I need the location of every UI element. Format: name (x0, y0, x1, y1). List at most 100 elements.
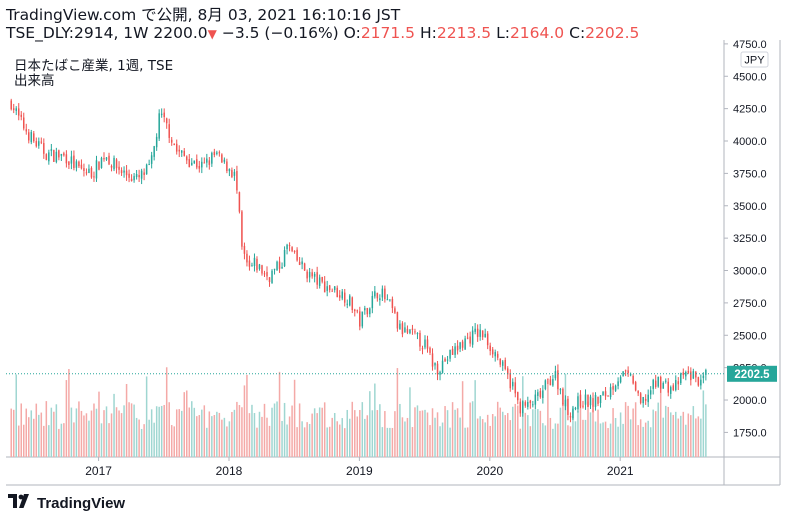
candle-body (416, 332, 419, 335)
volume-bar (659, 386, 662, 457)
candle-body (321, 276, 323, 282)
candle-body (213, 151, 216, 156)
candle-body (65, 154, 68, 164)
candle-body (441, 360, 444, 373)
volume-bar (276, 401, 278, 457)
candle-body (524, 402, 527, 406)
volume-bar (687, 413, 690, 457)
candle-body (73, 155, 75, 169)
candle-body (532, 404, 534, 406)
candle-body (446, 359, 449, 361)
volume-bar (577, 411, 579, 457)
open-value: 2171.5 (360, 24, 416, 42)
x-tick-label: 2021 (607, 464, 634, 478)
candle-body (607, 395, 609, 397)
candle-body (461, 341, 464, 348)
volume-bar (624, 402, 627, 457)
volume-bar (55, 404, 58, 457)
volume-bar (133, 404, 135, 457)
volume-bar (286, 424, 288, 457)
candle-body (649, 390, 652, 395)
volume-indicator-label[interactable]: 出来高 (14, 73, 55, 90)
volume-bar (33, 418, 35, 457)
candle-body (85, 172, 88, 174)
candle-body (371, 295, 374, 309)
candle-body (451, 348, 454, 355)
candle-body (614, 385, 617, 391)
candle-body (50, 149, 53, 151)
candle-body (138, 175, 140, 178)
publish-info: TradingView.com で公開, 8月 03, 2021 16:10:1… (6, 6, 400, 24)
volume-bar (231, 411, 233, 457)
candle-body (349, 295, 351, 306)
volume-bar (419, 410, 421, 457)
candle-body (514, 382, 517, 394)
candle-body (431, 353, 434, 367)
candle-body (471, 330, 474, 345)
volume-bar (150, 409, 153, 457)
candle-body (328, 285, 331, 291)
candle-body (140, 170, 143, 179)
candle-body (391, 298, 394, 309)
candle-body (98, 161, 100, 170)
candle-body (241, 211, 243, 247)
y-tick-label: 1750.0 (733, 427, 767, 439)
candle-body (642, 397, 644, 404)
candle-body (567, 398, 569, 415)
candle-body (602, 391, 604, 396)
volume-bar (145, 376, 148, 457)
candle-body (223, 159, 226, 162)
close-label: C: (569, 24, 586, 42)
candle-body (582, 405, 584, 407)
volume-bar (597, 409, 599, 457)
volume-bar (138, 419, 140, 457)
volume-bar (25, 408, 28, 457)
volume-bar (196, 416, 198, 457)
volume-bar (343, 428, 346, 457)
volume-bar (649, 427, 652, 457)
volume-bar (23, 424, 25, 457)
tradingview-logo[interactable]: TradingView (8, 494, 125, 512)
symbol-label: TSE_DLY:2914, 1W 2200.0 (6, 24, 208, 42)
candle-body (459, 342, 461, 349)
volume-bar (469, 402, 471, 457)
volume-bar (223, 417, 226, 457)
candle-body (426, 339, 429, 349)
volume-bar (697, 416, 700, 457)
x-tick-label: 2019 (346, 464, 373, 478)
volume-bar (263, 403, 266, 457)
volume-bar (20, 403, 22, 457)
candle-body (562, 388, 564, 405)
volume-bar (409, 387, 411, 457)
currency-badge[interactable]: JPY (740, 51, 769, 68)
candle-body (90, 167, 93, 178)
volume-bar (90, 410, 93, 457)
currency-label: JPY (744, 55, 765, 67)
volume-bar (173, 426, 175, 457)
candle-body (486, 333, 489, 346)
volume-bar (73, 422, 75, 457)
volume-bar (552, 428, 554, 457)
volume-bar (323, 402, 326, 457)
candle-body (115, 159, 118, 169)
candle-body (283, 250, 286, 267)
candle-body (346, 303, 349, 305)
volume-bar (454, 409, 456, 457)
candle-body (178, 149, 180, 152)
candle-body (429, 347, 431, 353)
candle-body (587, 394, 589, 407)
candle-body (30, 132, 33, 143)
volume-bar (592, 406, 594, 457)
volume-bar (547, 380, 549, 457)
candle-body (155, 136, 158, 148)
candle-body (557, 370, 559, 390)
candle-body (226, 161, 228, 171)
candle-body (25, 129, 28, 132)
candle-body (23, 117, 25, 129)
candle-body (381, 288, 384, 298)
candle-body (394, 308, 396, 313)
volume-bar (647, 420, 649, 457)
volume-bar (361, 402, 364, 457)
volume-bar (118, 410, 120, 457)
